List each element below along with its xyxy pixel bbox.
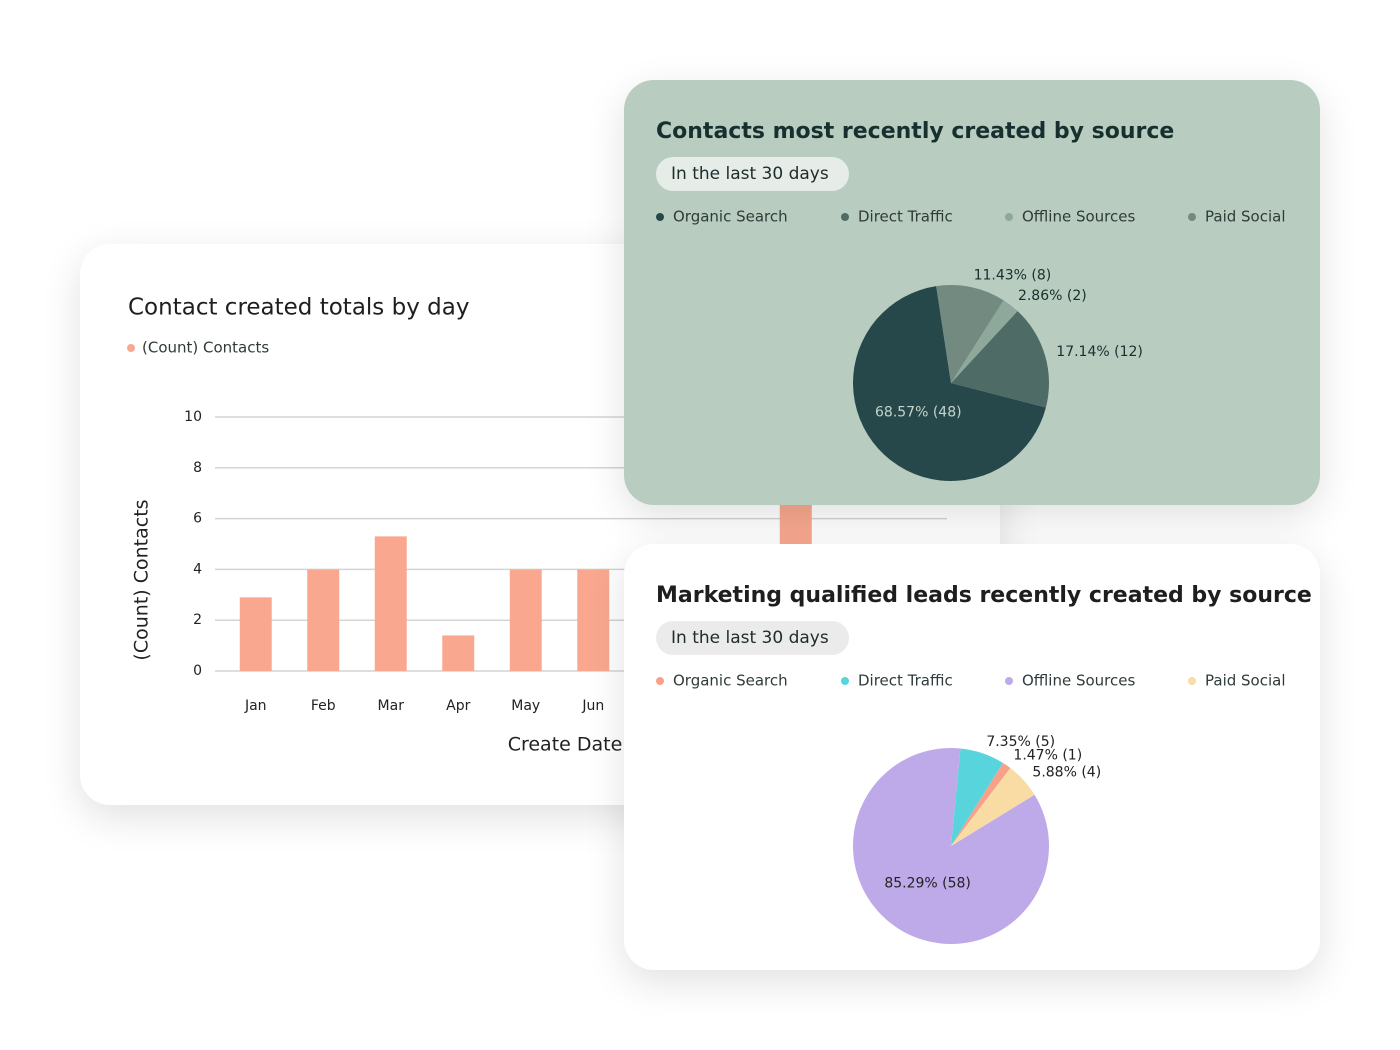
legend-dot [1188, 677, 1196, 685]
pie-chart: Contacts most recently created by source… [656, 119, 1286, 481]
y-tick-label: 6 [193, 511, 202, 527]
slice-label: 5.88% (4) [1032, 764, 1101, 780]
slice-label: 11.43% (8) [974, 268, 1052, 284]
chart-title: Contact created totals by day [128, 295, 469, 321]
bar [577, 569, 610, 671]
legend-dot [841, 213, 849, 221]
slice-label: 7.35% (5) [986, 734, 1055, 750]
y-tick-label: 0 [193, 663, 202, 679]
x-axis-label: Create Date [508, 734, 623, 756]
pie-card: Marketing qualified leads recently creat… [624, 544, 1320, 970]
legend-label: Paid Social [1205, 672, 1286, 690]
x-tick-label: Feb [311, 698, 336, 714]
y-axis-label: (Count) Contacts [131, 499, 153, 660]
bar-chart: Contact created totals by day (Count) Con… [127, 295, 947, 756]
bar [307, 569, 340, 671]
pie-slice [951, 311, 1049, 408]
pie-slice [853, 748, 1049, 945]
x-tick-label: May [511, 698, 540, 714]
slice-label: 17.14% (12) [1056, 344, 1143, 360]
pie-chart: Marketing qualified leads recently creat… [656, 583, 1312, 945]
x-tick-label: Jan [244, 698, 267, 714]
x-tick-label: Apr [446, 698, 470, 714]
pie-slice [951, 300, 1018, 383]
legend-label: Direct Traffic [858, 208, 953, 226]
slice-label: 85.29% (58) [884, 875, 971, 891]
pie-slice [936, 285, 1004, 383]
legend-dot [127, 344, 135, 352]
date-pill-label: In the last 30 days [671, 628, 829, 648]
legend-dot [1005, 677, 1013, 685]
legend-label: Paid Social [1205, 208, 1286, 226]
slice-label: 68.57% (48) [875, 405, 962, 421]
bar [509, 569, 542, 671]
pie-slice [951, 768, 1035, 846]
y-tick-label: 4 [193, 561, 202, 577]
y-tick-label: 10 [184, 409, 202, 425]
date-pill [656, 621, 849, 655]
y-tick-label: 8 [193, 460, 202, 476]
bar [239, 597, 272, 671]
pie-card: Contacts most recently created by source… [624, 80, 1320, 505]
legend-label: Organic Search [673, 672, 788, 690]
bar [442, 635, 475, 671]
x-tick-label: Jun [581, 698, 604, 714]
slice-label: 1.47% (1) [1013, 748, 1082, 764]
legend-label: Direct Traffic [858, 672, 953, 690]
legend-label: (Count) Contacts [142, 339, 269, 357]
legend-dot [656, 677, 664, 685]
legend-dot [1005, 213, 1013, 221]
chart-title: Contacts most recently created by source [656, 119, 1174, 144]
chart-title: Marketing qualified leads recently creat… [656, 583, 1312, 608]
legend-dot [841, 677, 849, 685]
slice-label: 2.86% (2) [1018, 288, 1087, 304]
pie-slice [951, 748, 1003, 846]
legend-dot [1188, 213, 1196, 221]
pie-slice [853, 286, 1046, 481]
pie-slice [951, 762, 1011, 846]
date-pill [656, 157, 849, 191]
x-tick-label: Mar [378, 698, 405, 714]
y-tick-label: 2 [193, 612, 202, 628]
legend-label: Offline Sources [1022, 672, 1135, 690]
bar [374, 536, 407, 671]
legend-dot [656, 213, 664, 221]
legend-label: Offline Sources [1022, 208, 1135, 226]
legend-label: Organic Search [673, 208, 788, 226]
date-pill-label: In the last 30 days [671, 164, 829, 184]
